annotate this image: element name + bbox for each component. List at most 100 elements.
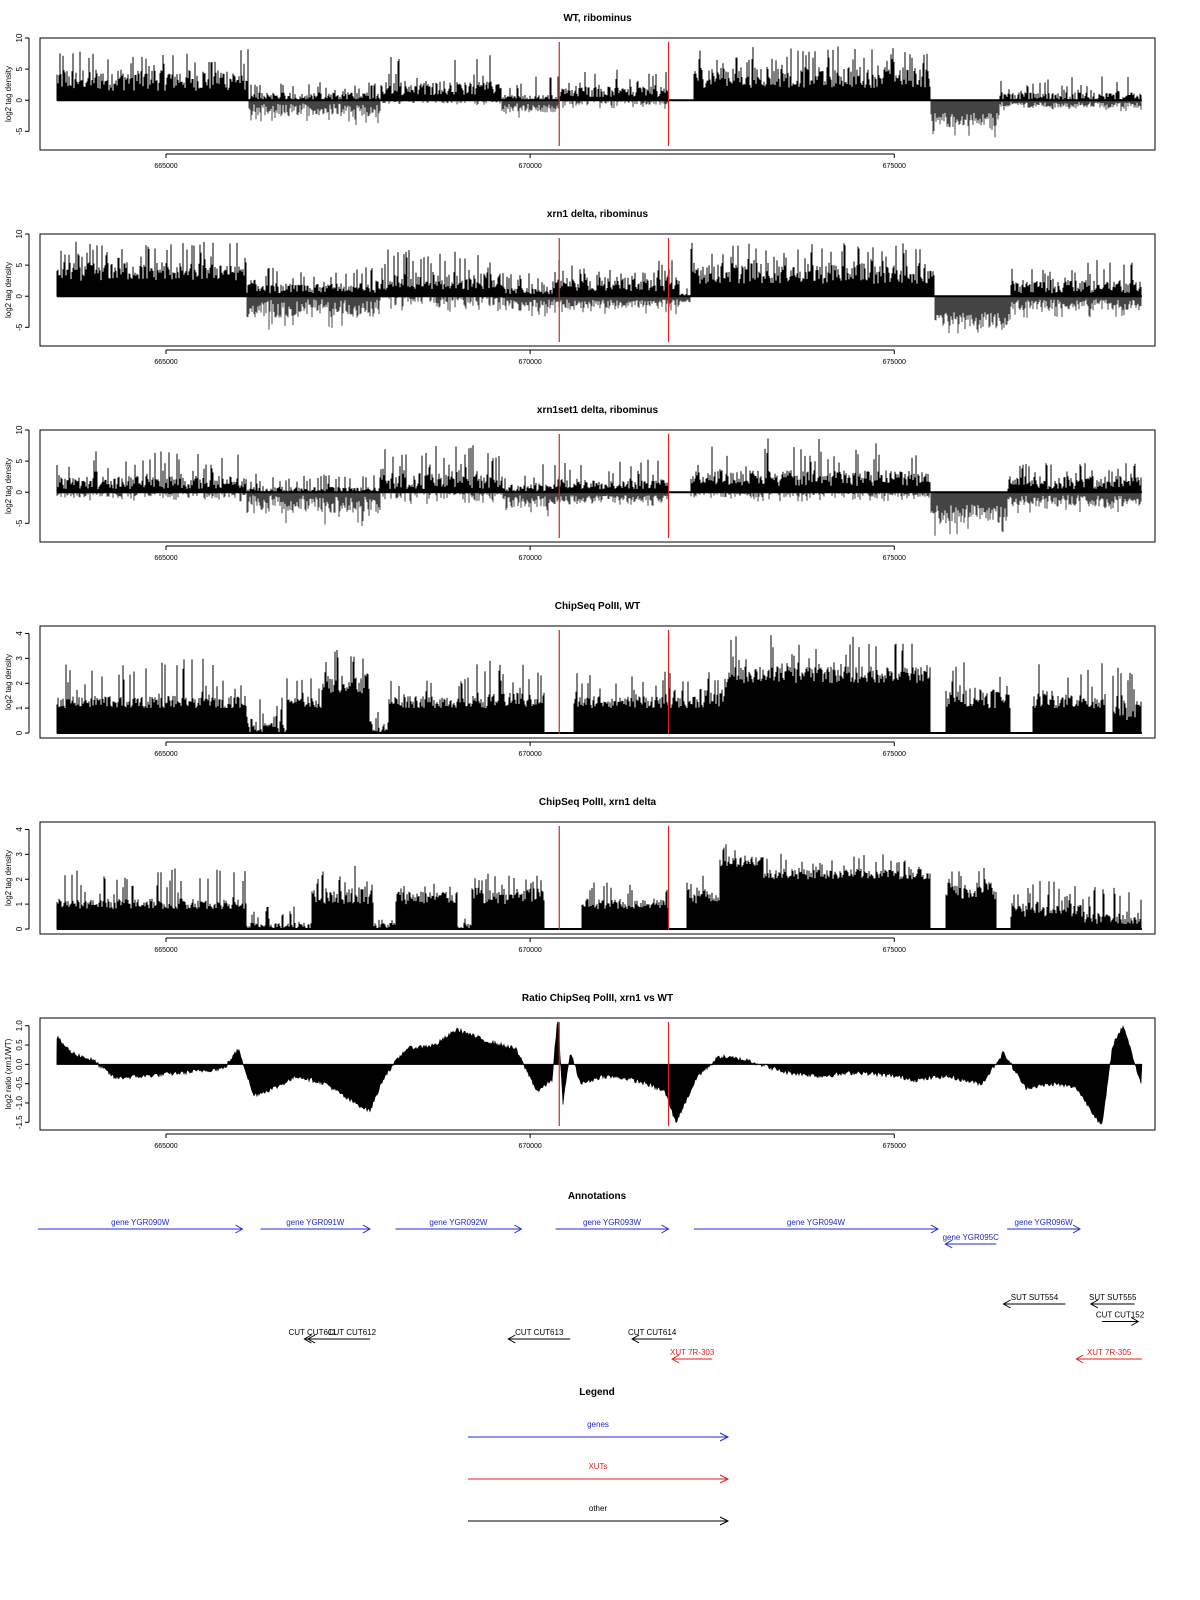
y-tick-label: -1.0 [15, 1096, 24, 1110]
y-tick-label: 1.0 [15, 1020, 24, 1032]
y-axis-label: log2 tag density [4, 458, 13, 514]
annotation-arrow-head [307, 1334, 316, 1344]
antisense-bars [246, 296, 1142, 334]
plot-frame [39, 37, 1156, 151]
x-tick-label: 675000 [883, 163, 906, 170]
data-layer [56, 241, 1142, 334]
x-tick-label: 665000 [154, 359, 177, 366]
chart-title: Ratio ChipSeq PolII, xrn1 vs WT [522, 993, 673, 1004]
y-tick-label: 5 [15, 262, 24, 267]
annotation-arrow-head [1089, 1299, 1099, 1309]
legend-arrow-head [719, 1516, 730, 1526]
chart-panel-4: ChipSeq PolII, WT log2 tag density 0 1 2 3 4 66… [4, 601, 1156, 758]
annotation-other: SUT SUT555 [1089, 1293, 1137, 1309]
data-layer [56, 635, 1142, 735]
annotation-arrow-head [1072, 1224, 1081, 1234]
x-tick-label: 675000 [883, 947, 906, 954]
annotation-arrow-head [362, 1224, 371, 1234]
annotation-arrow-head [514, 1224, 523, 1234]
plot-frame [39, 1017, 1156, 1131]
annotation-gene: gene YGR095C [943, 1233, 999, 1249]
annotation-gene: gene YGR091W [260, 1218, 371, 1234]
y-tick-label: 0 [15, 926, 24, 931]
legend: Legend genes XUTs other [468, 1387, 730, 1526]
y-tick-label: 0 [15, 730, 24, 735]
y-tick-label: 0.5 [15, 1039, 24, 1051]
x-tick-label: 675000 [883, 555, 906, 562]
annotation-arrow-head [930, 1224, 939, 1234]
y-axis-label: log2 ratio (xrn1/WT) [4, 1038, 13, 1109]
annotations-title: Annotations [568, 1191, 627, 1202]
annotation-label: gene YGR094W [787, 1218, 846, 1227]
annotation-label: CUT CUT611 [289, 1328, 337, 1337]
y-tick-label: 3 [15, 656, 24, 661]
y-tick-label: 10 [15, 425, 24, 434]
annotation-label: CUT CUT152 [1096, 1311, 1145, 1320]
plot-frame [39, 233, 1156, 347]
signal-bars [56, 241, 1142, 297]
annotation-arrow-head [671, 1354, 680, 1364]
x-tick-label: 665000 [154, 947, 177, 954]
annotation-label: XUT 7R-303 [670, 1348, 715, 1357]
chart-panel-1: WT, ribominus log2 tag density-5 0 5 10 66500… [4, 13, 1156, 170]
y-tick-label: 1 [15, 705, 24, 710]
legend-item-other: other [468, 1504, 730, 1526]
chart-panel-2: xrn1 delta, ribominus log2 tag density-5 0… [4, 209, 1156, 366]
legend-label: other [589, 1504, 608, 1513]
x-tick-label: 670000 [518, 555, 541, 562]
y-tick-label: 5 [15, 458, 24, 463]
annotation-other: CUT CUT614 [628, 1328, 677, 1344]
x-tick-label: 665000 [154, 751, 177, 758]
y-tick-label: 5 [15, 66, 24, 71]
y-axis-label: log2 tag density [4, 262, 13, 318]
annotation-label: gene YGR096W [1015, 1218, 1074, 1227]
x-tick-label: 670000 [518, 1143, 541, 1150]
y-axis-label: log2 tag density [4, 850, 13, 906]
x-tick-label: 665000 [154, 163, 177, 170]
y-tick-label: -5 [15, 519, 24, 527]
annotation-arrow-head [944, 1239, 953, 1249]
annotation-other: CUT CUT152 [1096, 1311, 1145, 1326]
y-tick-label: 2 [15, 876, 24, 881]
chart-panel-6: Ratio ChipSeq PolII, xrn1 vs WT log2 rati… [4, 993, 1156, 1150]
annotation-label: CUT CUT612 [328, 1328, 377, 1337]
y-tick-label: 0.0 [15, 1058, 24, 1070]
annotation-label: gene YGR093W [583, 1218, 642, 1227]
x-tick-label: 675000 [883, 1143, 906, 1150]
x-tick-label: 670000 [518, 163, 541, 170]
annotation-label: SUT SUT555 [1089, 1293, 1137, 1302]
annotation-other: CUT CUT613 [507, 1328, 571, 1344]
y-tick-label: 4 [15, 827, 24, 832]
x-tick-label: 665000 [154, 1143, 177, 1150]
annotation-label: CUT CUT613 [515, 1328, 564, 1337]
annotations-panel: Annotations gene YGR090W gene YGR091W gene … [38, 1191, 1145, 1364]
legend-arrow-head [719, 1432, 730, 1442]
x-tick-label: 675000 [883, 359, 906, 366]
annotation-xut: XUT 7R-305 [1075, 1348, 1142, 1364]
y-tick-label: -5 [15, 323, 24, 331]
x-tick-label: 665000 [154, 555, 177, 562]
x-tick-label: 675000 [883, 751, 906, 758]
chart-title: ChipSeq PolII, xrn1 delta [539, 797, 657, 808]
legend-label: XUTs [588, 1462, 607, 1471]
annotation-arrow-head [661, 1224, 670, 1234]
annotation-other: CUT CUT612 [307, 1328, 377, 1344]
chart-panel-3: xrn1set1 delta, ribominus log2 tag densit… [4, 405, 1156, 562]
x-tick-label: 670000 [518, 751, 541, 758]
x-tick-label: 670000 [518, 359, 541, 366]
annotation-label: XUT 7R-305 [1087, 1348, 1132, 1357]
antisense-bars [248, 100, 1142, 138]
y-tick-label: 0 [15, 489, 24, 494]
annotation-gene: gene YGR092W [395, 1218, 523, 1234]
annotation-label: gene YGR092W [429, 1218, 488, 1227]
chart-title: ChipSeq PolII, WT [555, 601, 641, 612]
chart-title: WT, ribominus [563, 13, 632, 24]
annotation-arrow-head [631, 1334, 640, 1344]
y-tick-label: 0 [15, 97, 24, 102]
y-tick-label: 0 [15, 293, 24, 298]
legend-arrow-head [719, 1474, 730, 1484]
annotation-label: CUT CUT614 [628, 1328, 677, 1337]
legend-item-xut: XUTs [468, 1462, 730, 1484]
signal-bars [56, 438, 1142, 493]
